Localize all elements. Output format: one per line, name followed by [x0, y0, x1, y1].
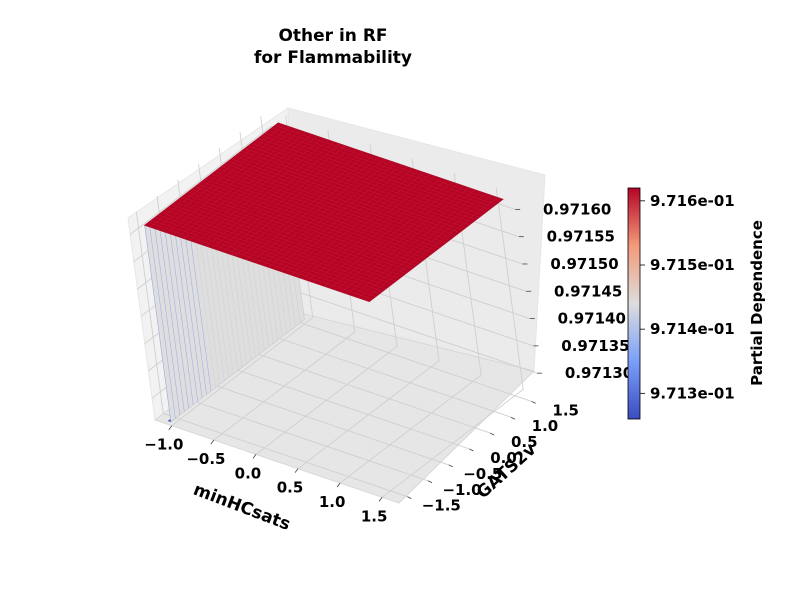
surface-mesh-line — [264, 132, 490, 210]
colorbar-ticks: 9.713e-01 9.714e-01 9.715e-01 9.716e-01 — [640, 192, 735, 402]
surface-mesh-line — [335, 187, 470, 291]
colorbar-tick-label: 9.714e-01 — [650, 320, 735, 338]
grid-line-y — [135, 211, 408, 498]
colorbar-tick-label: 9.713e-01 — [650, 384, 735, 402]
colorbar-gradient — [627, 187, 641, 420]
x-tick-mark — [210, 439, 215, 445]
surface-mesh-line — [273, 166, 408, 270]
surface-mesh-line — [313, 180, 447, 283]
surface-top-mesh — [144, 122, 504, 302]
z-tick-label: 0.97140 — [558, 310, 626, 328]
surface-mesh-line — [157, 214, 185, 412]
surface-mesh-line — [324, 183, 459, 287]
axes: −1.0−0.50.00.51.01.5−1.5−1.0−0.50.00.51.… — [144, 200, 633, 525]
x-tick-label: −1.0 — [144, 436, 183, 454]
surface-mesh-line — [262, 162, 397, 266]
z-tick-label: 0.97135 — [561, 337, 629, 355]
surface-mesh-line — [244, 148, 470, 226]
x-tick-mark — [168, 425, 173, 430]
surface-mesh-line — [307, 178, 442, 281]
surface-mesh-line — [352, 193, 487, 297]
y-tick-mark — [531, 400, 536, 404]
z-tick-label: 0.97145 — [554, 282, 622, 300]
surface-mesh-line — [318, 181, 453, 285]
x-tick-label: 1.5 — [361, 507, 388, 525]
chart-title-line-2: for Flammability — [254, 48, 412, 68]
z-tick-label: 0.97150 — [550, 255, 618, 273]
surface-mesh-line — [329, 185, 464, 289]
surface-mesh-line — [284, 170, 419, 274]
surface-mesh-line — [261, 135, 487, 213]
surface-mesh-line — [148, 221, 176, 419]
y-tick-mark — [490, 432, 495, 436]
surface-mesh-line — [256, 160, 391, 264]
surface-mesh-line — [171, 204, 198, 402]
surface-mesh-line — [238, 153, 463, 231]
surface-mesh-line — [346, 191, 481, 295]
surface-mesh-line — [290, 172, 425, 276]
surface-mesh-line — [258, 138, 483, 215]
surface-mesh-line — [228, 161, 453, 238]
y-tick-label: 1.5 — [552, 401, 579, 419]
surface-mesh-line — [218, 168, 443, 246]
y-tick-mark — [407, 496, 412, 500]
surface-mesh-line — [221, 166, 447, 244]
surface-mesh-line — [234, 155, 460, 233]
surface-mesh-line — [241, 150, 467, 228]
y-tick-label: 1.0 — [532, 417, 559, 435]
surface-mesh-line — [166, 208, 194, 405]
surface-mesh-line — [153, 218, 181, 415]
x-tick-label: 0.0 — [235, 464, 262, 482]
surface-mesh-line — [162, 211, 189, 409]
x-tick-mark — [294, 468, 299, 473]
surface-mesh-line — [357, 195, 492, 299]
surface-mesh-line — [301, 176, 436, 279]
x-tick-label: −0.5 — [186, 450, 225, 468]
x-tick-mark — [252, 454, 257, 459]
surface-mesh-line — [296, 174, 430, 277]
surface-mesh-line — [144, 225, 172, 422]
surface-mesh-line — [278, 122, 503, 200]
x-tick-mark — [336, 482, 341, 488]
x-tick-label: 0.5 — [277, 479, 304, 497]
surface-mesh-line — [231, 158, 457, 236]
y-tick-label: −1.0 — [442, 481, 481, 499]
surface-mesh-line — [274, 125, 500, 203]
y-tick-mark — [448, 464, 453, 468]
y-tick-mark — [469, 448, 474, 452]
surface-mesh-line — [268, 130, 493, 208]
surface-mesh-line — [224, 163, 450, 241]
y-tick-label: −1.5 — [422, 497, 461, 515]
z-tick-label: 0.97160 — [543, 200, 611, 218]
surface-mesh-line — [363, 197, 498, 300]
colorbar-tick-label: 9.716e-01 — [650, 192, 735, 210]
y-tick-label: −0.5 — [463, 465, 502, 483]
surface-mesh-line — [251, 143, 477, 221]
surface — [143, 122, 504, 423]
grid-line-x — [339, 172, 482, 484]
grid-line-x — [381, 187, 524, 498]
surface-mesh-line — [268, 164, 402, 268]
surface-mesh-line — [144, 224, 370, 302]
surface-mesh-line — [248, 145, 473, 223]
x-tick-mark — [378, 497, 383, 502]
surface-mesh-line — [254, 140, 480, 218]
colorbar: 9.713e-01 9.714e-01 9.715e-01 9.716e-01 Par… — [627, 187, 766, 420]
y-tick-mark — [427, 480, 433, 484]
y-tick-label: 0.5 — [511, 433, 538, 451]
z-tick-label: 0.97155 — [547, 228, 615, 246]
surface-mesh-line — [279, 168, 414, 272]
surface-mesh-line — [214, 171, 440, 249]
y-tick-mark — [510, 416, 516, 420]
surface-mesh-line — [369, 199, 504, 302]
colorbar-label: Partial Dependence — [748, 220, 766, 386]
z-tick-label: 0.97130 — [565, 364, 633, 382]
surface-mesh-line — [341, 189, 475, 293]
surface-mesh-line — [271, 127, 497, 205]
x-tick-label: 1.0 — [319, 493, 346, 511]
colorbar-tick-label: 9.715e-01 — [650, 256, 735, 274]
y-tick-label: 0.0 — [490, 449, 517, 467]
chart-title-line-1: Other in RF — [278, 26, 387, 46]
